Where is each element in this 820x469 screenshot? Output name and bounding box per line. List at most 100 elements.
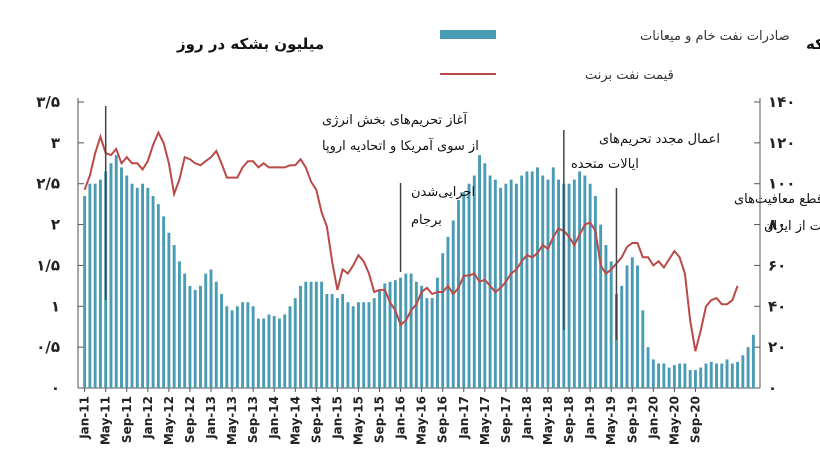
export-bar: [504, 183, 508, 388]
export-bar: [156, 204, 160, 388]
legend-line-label: قیمت نفت برنت: [585, 68, 674, 83]
export-bar: [462, 191, 466, 388]
export-bar: [746, 347, 750, 388]
export-bar: [293, 298, 297, 388]
export-bar: [488, 175, 492, 388]
export-bar: [251, 306, 255, 388]
x-tick-label: May-20: [667, 396, 681, 445]
x-tick-label: Jan-13: [204, 396, 218, 440]
export-bar: [383, 283, 387, 388]
export-bar: [688, 370, 692, 388]
legend-bar-label: صادرات نفت خام و میعانات: [640, 29, 790, 44]
export-bar: [341, 294, 345, 388]
annotation-markers: [104, 106, 618, 340]
x-tick-label: Jan-12: [141, 396, 155, 440]
export-bar: [667, 367, 671, 388]
export-bar: [362, 302, 366, 388]
x-tick-label: Sep-20: [688, 396, 702, 443]
x-tick-label: Jan-16: [394, 396, 408, 440]
export-bar: [430, 298, 434, 388]
x-tick-label: Jan-17: [457, 396, 471, 440]
right-tick-label: ۱۴۰: [768, 93, 795, 111]
export-bar: [167, 232, 171, 388]
right-tick-label: ۱۲۰: [768, 134, 795, 152]
legend-bar-swatch: [440, 30, 496, 39]
annotation-waivers-ended-line1: قطع معافیت‌های: [734, 192, 820, 207]
export-bar: [435, 277, 439, 388]
export-bar: [325, 294, 329, 388]
export-bar: [599, 224, 603, 388]
left-tick-label: ۰: [51, 379, 60, 397]
export-bar: [393, 280, 397, 388]
export-bar: [356, 302, 360, 388]
left-tick-label: ۲/۵: [36, 175, 60, 193]
export-bar: [146, 187, 150, 388]
export-bar: [657, 363, 661, 388]
export-bars: [83, 155, 755, 388]
x-tick-label: Sep-19: [625, 396, 639, 443]
right-tick-label: ۲۰: [768, 338, 786, 356]
export-bar: [193, 289, 197, 388]
export-bar: [272, 316, 276, 388]
export-bar: [399, 277, 403, 388]
export-bar: [588, 183, 592, 388]
annotation-us-resanctions-line2: ایالات متحده: [571, 157, 639, 172]
export-bar: [641, 310, 645, 388]
left-tick-label: ۳: [51, 134, 60, 152]
annotation-jcpoa-line1: اجرایی‌شدن: [411, 185, 475, 200]
export-bar: [404, 273, 408, 388]
export-bar: [546, 179, 550, 388]
export-bar: [130, 183, 134, 388]
left-axis-ticks: ۰ ۰/۵ ۱ ۱/۵ ۲ ۲/۵ ۳ ۳/۵: [36, 93, 84, 397]
export-bar: [699, 367, 703, 388]
export-bar: [372, 298, 376, 388]
export-bar: [209, 269, 213, 388]
export-bar: [135, 187, 139, 388]
x-tick-label: Sep-13: [246, 396, 260, 443]
export-bar: [557, 179, 560, 388]
export-bar: [125, 175, 129, 388]
export-bar: [425, 298, 429, 388]
x-tick-label: Sep-16: [436, 396, 450, 443]
export-bar: [335, 298, 339, 388]
x-tick-label: May-15: [351, 396, 365, 445]
right-tick-label: ۱۰۰: [768, 175, 795, 193]
right-tick-label: ۶۰: [768, 256, 786, 274]
export-bar: [678, 363, 682, 388]
x-tick-label: May-17: [478, 396, 492, 445]
x-tick-label: Sep-11: [120, 396, 134, 443]
export-bar: [388, 281, 392, 388]
export-bar: [583, 175, 587, 388]
x-tick-label: Sep-18: [562, 396, 576, 443]
left-tick-label: ۱/۵: [36, 256, 60, 274]
annotation-us-resanctions: اعمال مجدد تحریم‌های ایالات متحده: [571, 132, 720, 172]
export-bar: [120, 167, 123, 388]
export-bar: [262, 318, 266, 388]
export-bar: [225, 306, 229, 388]
export-bar: [309, 281, 313, 388]
export-bar: [288, 306, 292, 388]
left-tick-label: ۰/۵: [36, 338, 60, 356]
x-tick-label: May-12: [162, 396, 176, 445]
export-bar: [651, 359, 655, 388]
export-bar: [151, 195, 155, 388]
x-tick-label: Jan-19: [583, 396, 597, 440]
brent-price-line: [83, 130, 739, 352]
export-bar: [304, 281, 308, 388]
export-bar: [446, 236, 450, 388]
right-axis-title: دلار بر بشکه: [806, 35, 820, 53]
export-bar: [441, 253, 445, 388]
export-bar: [683, 363, 687, 388]
left-tick-label: ۱: [51, 297, 60, 315]
export-bar: [520, 175, 524, 388]
export-bar: [567, 183, 571, 388]
export-bar: [230, 310, 234, 388]
export-bar: [572, 179, 576, 388]
export-bar: [615, 294, 618, 388]
export-bar: [256, 318, 260, 388]
export-bar: [199, 285, 202, 388]
export-bar: [351, 306, 355, 388]
export-bar: [98, 179, 102, 388]
right-tick-label: ۸۰: [768, 216, 786, 234]
export-bar: [509, 179, 513, 388]
